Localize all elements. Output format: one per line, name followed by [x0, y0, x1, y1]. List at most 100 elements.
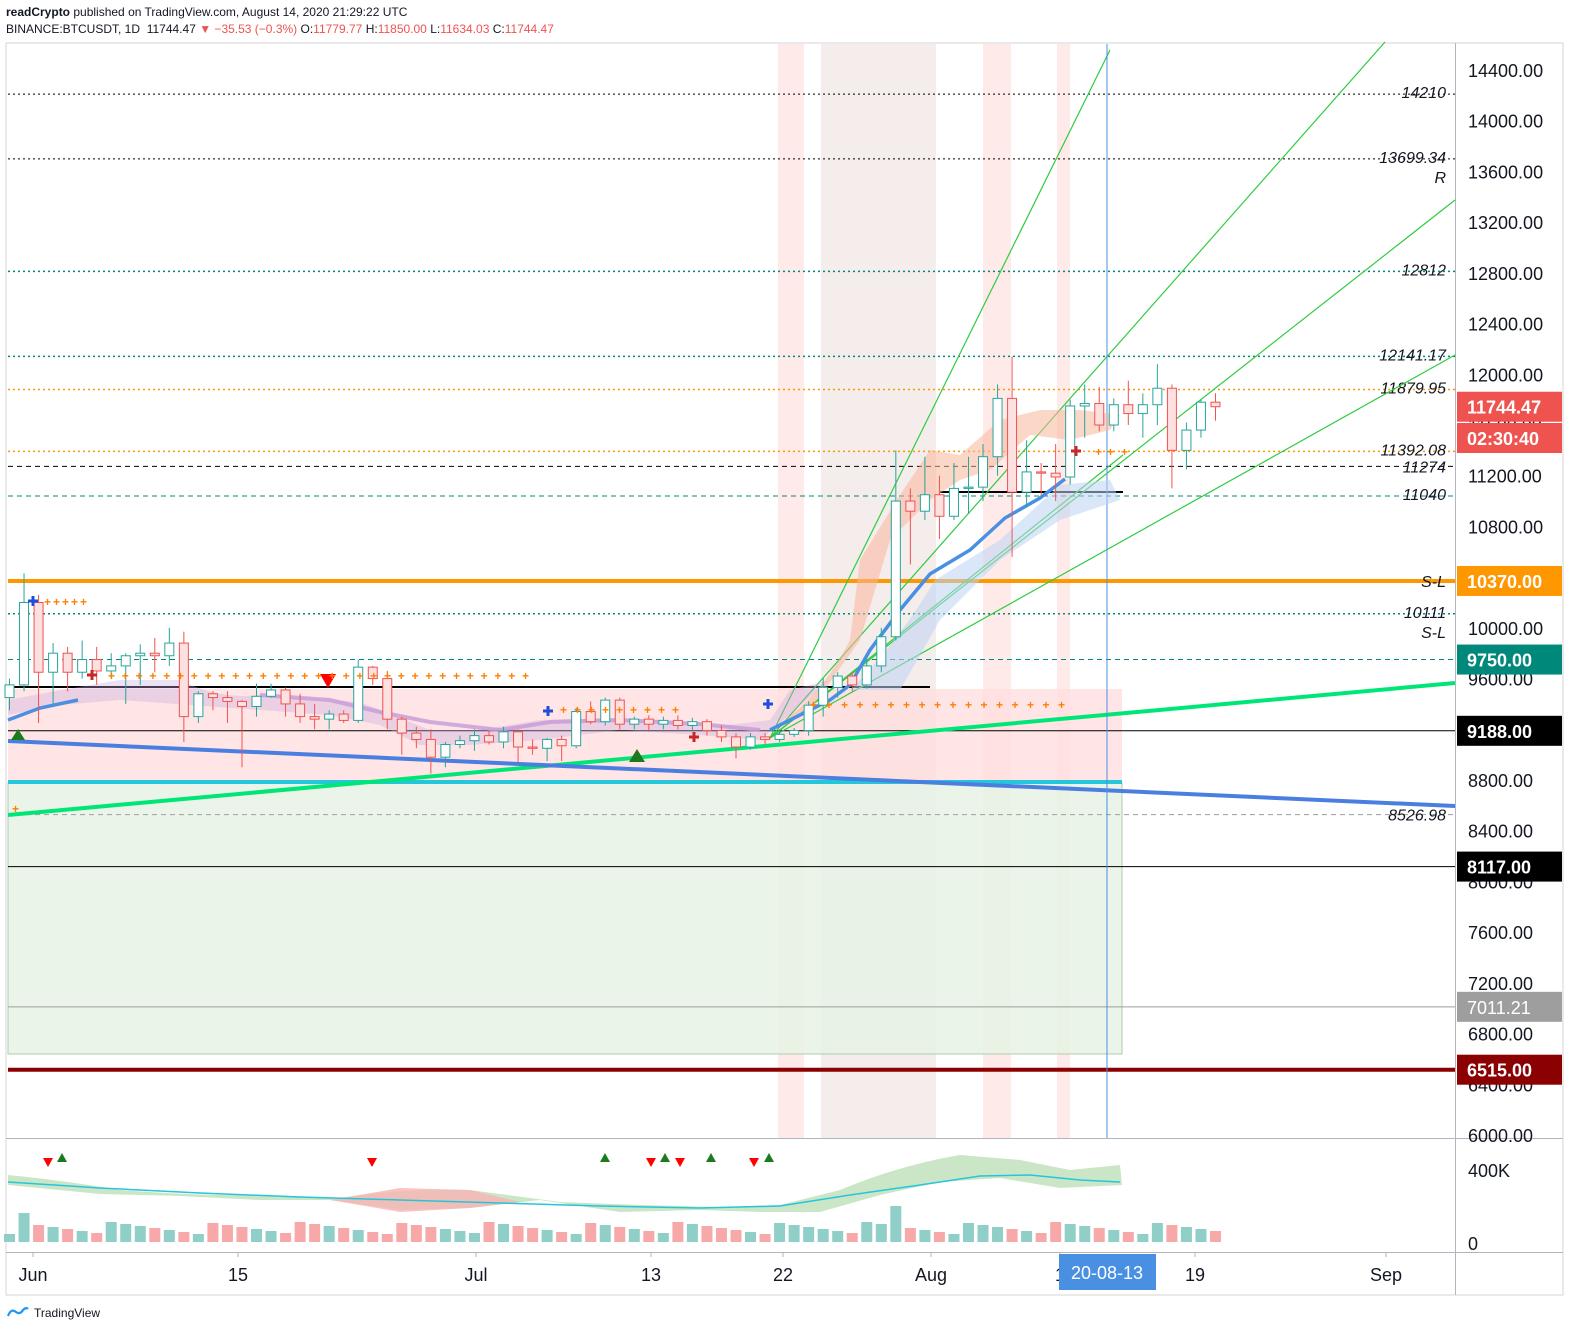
- candle: [207, 691, 218, 711]
- orange-dot: +: [191, 669, 198, 683]
- volume-bar: [1166, 1225, 1178, 1242]
- orange-dot: +: [384, 669, 391, 683]
- orange-dot: +: [672, 703, 679, 717]
- price-chart[interactable]: 14210 13699.34 R 12812 12141.17 11879.95 11392…: [0, 0, 1570, 1300]
- volume-tick-label: 0: [1468, 1234, 1478, 1254]
- price-tag-box: [1457, 391, 1562, 422]
- indicator-buy-triangle: [600, 1153, 610, 1162]
- level-label: 12812: [1402, 262, 1447, 279]
- price-tag-label: 7011.21: [1467, 998, 1531, 1018]
- candle: [425, 729, 436, 774]
- price-tag-label: 11744.47: [1467, 398, 1541, 418]
- demand-zone-box: [7, 782, 1123, 1055]
- orange-dot: +: [177, 669, 184, 683]
- tradingview-brand: TradingView: [34, 1306, 101, 1320]
- candle-body: [77, 659, 88, 673]
- volume-bar: [599, 1225, 611, 1242]
- volume-bar: [541, 1230, 553, 1242]
- candle: [978, 444, 989, 502]
- volume-bar: [846, 1233, 858, 1242]
- candle: [542, 738, 553, 761]
- volume-bar: [280, 1233, 292, 1242]
- volume-bar: [745, 1232, 757, 1242]
- candle: [658, 716, 669, 730]
- candle: [687, 717, 698, 732]
- candle: [1108, 398, 1119, 432]
- close-label: C:: [492, 22, 505, 36]
- candle-body: [295, 703, 306, 718]
- candle: [992, 384, 1003, 476]
- price-tick-label: 8400.00: [1468, 822, 1533, 842]
- price-tick-label: 13600.00: [1468, 162, 1543, 182]
- candle-body: [513, 731, 524, 748]
- candle-body: [745, 736, 756, 748]
- candle: [963, 456, 974, 514]
- orange-dot: +: [522, 669, 529, 683]
- tradingview-logo[interactable]: TradingView: [6, 1306, 100, 1320]
- candle: [919, 456, 930, 521]
- price-tick-label: 11200.00: [1468, 467, 1542, 487]
- time-tick-label: Sep: [1370, 1265, 1402, 1285]
- candle: [353, 659, 364, 723]
- volume-bar: [498, 1224, 510, 1242]
- volume-bar: [774, 1223, 786, 1242]
- candle: [164, 627, 175, 666]
- symbol-line: BINANCE:BTCUSDT, 1D 11744.47 ▼ −35.53 (−…: [6, 22, 554, 36]
- candle-body: [425, 738, 436, 758]
- candle-body: [91, 659, 102, 672]
- candle-body: [861, 665, 872, 686]
- candle-body: [527, 746, 538, 749]
- volume-bar: [18, 1213, 30, 1242]
- orange-dot: +: [1107, 445, 1114, 459]
- volume-bar: [977, 1225, 989, 1242]
- price-tick-label: 13200.00: [1468, 213, 1543, 233]
- candle: [454, 735, 465, 749]
- orange-dot: +: [136, 669, 143, 683]
- candle: [149, 638, 160, 673]
- publisher-name[interactable]: readCrypto: [6, 5, 71, 19]
- orange-dot: +: [1058, 698, 1065, 712]
- orange-dot: +: [588, 703, 595, 717]
- orange-dot: +: [481, 669, 488, 683]
- symbol[interactable]: BINANCE:BTCUSDT, 1D: [6, 22, 141, 36]
- price-tag: 9750.00: [1457, 644, 1562, 675]
- orange-dot: +: [274, 669, 281, 683]
- time-tick-label: Jul: [464, 1265, 487, 1285]
- volume-bar: [1137, 1234, 1149, 1242]
- volume-bar: [614, 1227, 626, 1242]
- candle-body: [934, 494, 945, 517]
- price-tick-label: 7600.00: [1468, 923, 1533, 943]
- volume-bar: [1050, 1222, 1062, 1242]
- level-sub-label: S-L: [1421, 625, 1446, 642]
- candle-body: [760, 736, 771, 740]
- time-tick-label: 13: [641, 1265, 661, 1285]
- candle: [818, 678, 829, 717]
- price-change: ▼ −35.53 (−0.3%): [199, 22, 298, 36]
- volume-bar: [672, 1222, 684, 1242]
- candle: [440, 741, 451, 768]
- orange-dot: +: [453, 669, 460, 683]
- price-tick-label: 10000.00: [1468, 619, 1543, 639]
- volume-bar: [396, 1223, 408, 1242]
- candle-body: [149, 652, 160, 657]
- open-label: O:: [300, 22, 314, 36]
- orange-dot: +: [205, 669, 212, 683]
- volume-bar: [1079, 1226, 1091, 1242]
- descending-trendline: [7, 739, 1456, 808]
- candle-body: [309, 716, 320, 720]
- candle: [62, 646, 73, 692]
- candle: [731, 733, 741, 759]
- candle-body: [164, 642, 175, 657]
- buy-signal-triangle: [629, 749, 645, 762]
- orange-dot: +: [62, 595, 69, 609]
- volume-bar: [730, 1230, 742, 1242]
- volume-bar: [468, 1233, 480, 1242]
- candle-body: [353, 666, 364, 721]
- orange-dot: +: [412, 669, 419, 683]
- published-text: published on TradingView.com, August 14,…: [73, 5, 408, 19]
- low-value: 11634.03: [440, 22, 490, 36]
- volume-bar: [221, 1225, 233, 1242]
- candle: [1181, 422, 1192, 470]
- orange-dot: +: [494, 669, 501, 683]
- volume-bar: [788, 1225, 800, 1242]
